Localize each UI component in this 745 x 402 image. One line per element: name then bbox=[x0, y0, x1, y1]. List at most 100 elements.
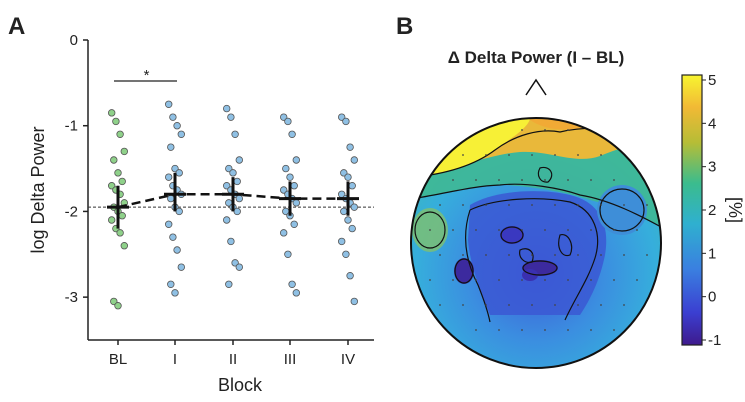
colorbar-tick-label: 5 bbox=[708, 72, 716, 89]
y-ticks: 0 -1 -2 -3 bbox=[65, 32, 88, 306]
data-point bbox=[290, 182, 298, 190]
electrode-dot bbox=[475, 329, 477, 331]
electrode-dot bbox=[554, 204, 556, 206]
data-point bbox=[222, 216, 231, 224]
electrode-dot bbox=[544, 329, 546, 331]
electrode-dot bbox=[646, 254, 648, 256]
data-point bbox=[338, 237, 346, 246]
panel-b-letter: B bbox=[396, 13, 413, 40]
colorbar-tick-label: 2 bbox=[708, 202, 716, 219]
data-point bbox=[342, 117, 350, 126]
electrode-dot bbox=[567, 179, 569, 181]
electrode-dot bbox=[429, 229, 431, 231]
data-point bbox=[175, 207, 183, 216]
electrode-dot bbox=[485, 254, 487, 256]
data-point bbox=[116, 229, 124, 237]
panel-a-letter: A bbox=[8, 13, 25, 40]
data-point bbox=[340, 207, 348, 216]
data-points bbox=[107, 100, 358, 310]
y-tick-label: -1 bbox=[65, 118, 78, 135]
data-point bbox=[288, 280, 296, 288]
data-point bbox=[164, 100, 173, 108]
electrode-dot bbox=[554, 154, 556, 156]
electrode-dot bbox=[567, 279, 569, 281]
electrode-dot bbox=[590, 279, 592, 281]
data-point bbox=[175, 169, 183, 177]
electrode-dot bbox=[590, 229, 592, 231]
data-point bbox=[282, 164, 290, 173]
data-point bbox=[114, 169, 122, 177]
data-point bbox=[167, 143, 175, 151]
electrode-dot bbox=[544, 279, 546, 281]
colorbar-tick-label: 3 bbox=[708, 159, 716, 176]
electrode-dot bbox=[636, 279, 638, 281]
electrode-dot bbox=[577, 154, 579, 156]
y-tick-label: 0 bbox=[70, 32, 78, 49]
electrode-dot bbox=[475, 279, 477, 281]
electrode-dot bbox=[613, 229, 615, 231]
data-point bbox=[231, 130, 239, 138]
data-point bbox=[342, 250, 350, 258]
electrode-dot bbox=[577, 254, 579, 256]
electrode-dot bbox=[508, 204, 510, 206]
data-point bbox=[344, 173, 352, 181]
colorbar-tick-label: -1 bbox=[708, 332, 721, 349]
electrode-dot bbox=[498, 229, 500, 231]
electrode-dot bbox=[452, 279, 454, 281]
electrode-dot bbox=[531, 304, 533, 306]
data-point bbox=[177, 130, 185, 138]
electrode-dot bbox=[521, 229, 523, 231]
electrode-dot bbox=[508, 304, 510, 306]
electrode-dot bbox=[498, 279, 500, 281]
electrode-dot bbox=[531, 154, 533, 156]
x-tick-label: I bbox=[173, 351, 177, 368]
electrode-dot bbox=[590, 329, 592, 331]
data-point bbox=[173, 246, 181, 254]
electrode-dot bbox=[508, 254, 510, 256]
data-point bbox=[110, 156, 118, 164]
x-ticks: BL I II III IV bbox=[109, 340, 355, 368]
data-point bbox=[167, 194, 175, 203]
significance-marker: * bbox=[114, 67, 177, 84]
data-point bbox=[177, 263, 185, 271]
x-tick-label: IV bbox=[341, 351, 355, 368]
electrode-dot bbox=[452, 229, 454, 231]
data-point bbox=[114, 302, 122, 310]
electrode-dot bbox=[600, 304, 602, 306]
data-point bbox=[235, 194, 243, 203]
electrode-dot bbox=[600, 254, 602, 256]
data-point bbox=[233, 177, 241, 186]
electrode-dot bbox=[508, 154, 510, 156]
data-point bbox=[169, 233, 177, 241]
electrode-dot bbox=[521, 279, 523, 281]
colorbar-gradient bbox=[681, 74, 703, 346]
electrode-dot bbox=[498, 329, 500, 331]
data-point bbox=[227, 113, 235, 121]
electrode-dot bbox=[636, 229, 638, 231]
electrode-dot bbox=[531, 204, 533, 206]
data-point bbox=[107, 216, 116, 224]
data-point bbox=[235, 263, 243, 271]
electrode-dot bbox=[475, 179, 477, 181]
electrode-dot bbox=[613, 279, 615, 281]
data-point bbox=[116, 130, 124, 138]
data-point bbox=[118, 177, 126, 186]
electrode-dot bbox=[600, 154, 602, 156]
electrode-dot bbox=[567, 229, 569, 231]
electrode-dot bbox=[475, 229, 477, 231]
data-point bbox=[167, 280, 175, 288]
electrode-dot bbox=[521, 179, 523, 181]
electrode-dot bbox=[613, 329, 615, 331]
colorbar: 5 4 3 2 1 0 -1 [%] bbox=[681, 72, 745, 349]
data-point bbox=[284, 250, 292, 258]
electrode-dot bbox=[577, 204, 579, 206]
data-point bbox=[120, 242, 128, 250]
electrode-dot bbox=[429, 279, 431, 281]
y-tick-label: -2 bbox=[65, 203, 78, 220]
colorbar-tick-label: 0 bbox=[708, 289, 716, 306]
data-point bbox=[169, 113, 177, 121]
electrode-dot bbox=[577, 304, 579, 306]
data-point bbox=[164, 220, 173, 228]
electrode-dot bbox=[590, 179, 592, 181]
